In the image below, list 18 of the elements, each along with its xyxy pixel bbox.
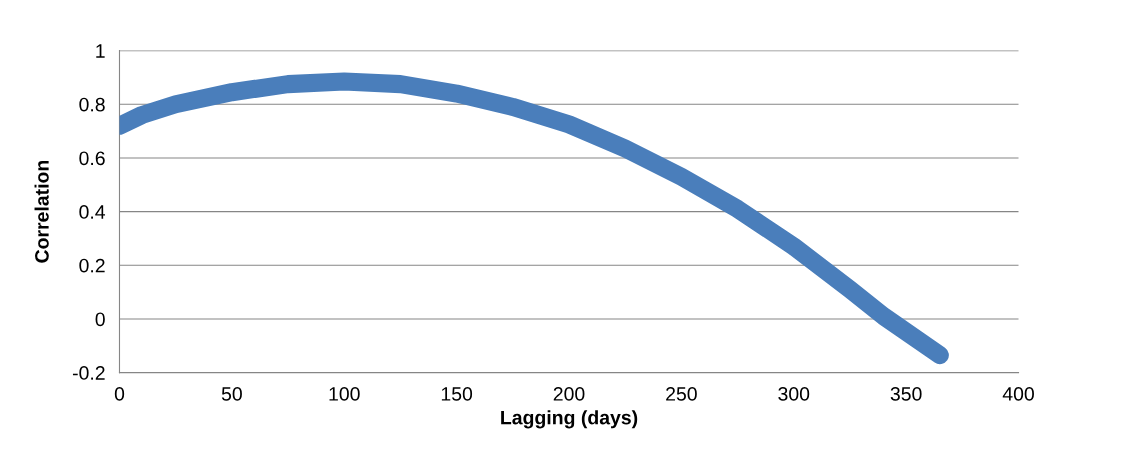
x-tick-label: 0 bbox=[114, 387, 125, 401]
x-axis-title: Lagging (days) bbox=[501, 410, 638, 429]
x-tick-label: 300 bbox=[778, 387, 810, 401]
x-tick-label: 50 bbox=[221, 387, 242, 401]
x-tick-label: 250 bbox=[666, 387, 697, 401]
x-tick-label: 400 bbox=[1002, 387, 1034, 401]
y-tick-label: 0.8 bbox=[79, 97, 105, 112]
x-tick-label: 150 bbox=[441, 387, 473, 401]
y-tick-label: 0 bbox=[95, 312, 105, 327]
x-tick-label: 100 bbox=[329, 387, 360, 401]
y-tick-label: -0.2 bbox=[72, 366, 105, 380]
y-axis-title: Correlation bbox=[34, 160, 49, 263]
y-tick-label: 0.6 bbox=[79, 151, 105, 166]
x-tick-label: 200 bbox=[553, 387, 585, 401]
y-tick-label: 1 bbox=[96, 44, 105, 58]
x-tick-label: 350 bbox=[890, 387, 922, 401]
y-tick-label: 0.2 bbox=[79, 258, 105, 273]
y-tick-label: 0.4 bbox=[79, 205, 106, 219]
